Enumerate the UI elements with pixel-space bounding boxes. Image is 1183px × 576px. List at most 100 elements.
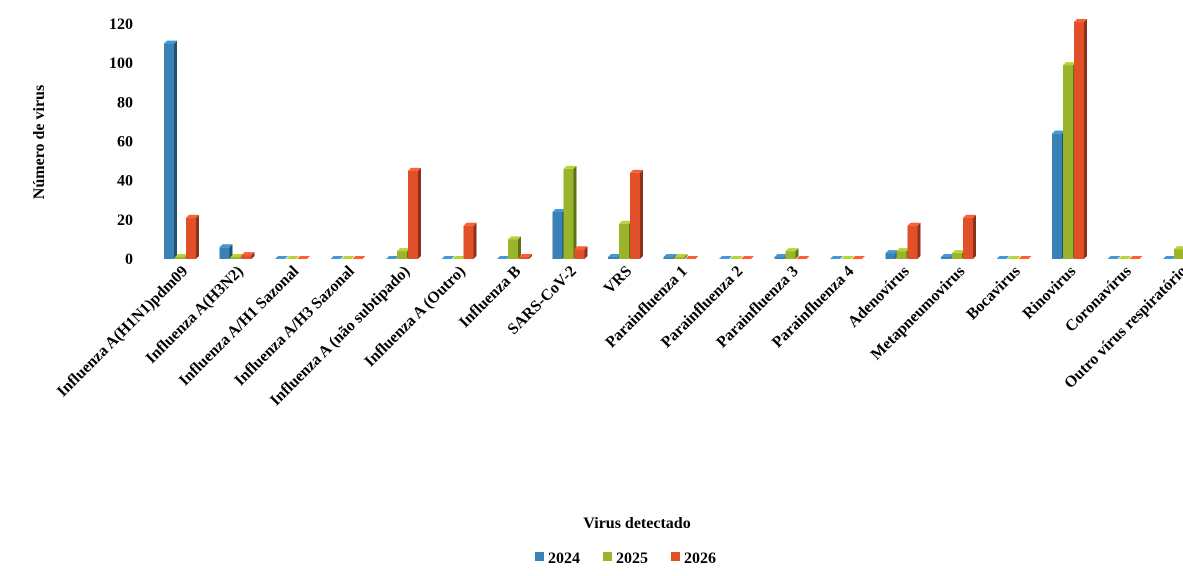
y-tick-label: 20 [117, 212, 133, 229]
bar-top [685, 256, 699, 259]
bar-top [796, 256, 810, 259]
y-tick-label: 0 [125, 251, 133, 268]
bar-side [1084, 19, 1087, 259]
bar-top [852, 256, 865, 259]
bar [341, 256, 355, 259]
bar-top [552, 209, 566, 212]
bar-front [963, 217, 973, 259]
bar-top [774, 254, 788, 258]
bar [508, 236, 521, 259]
bar-top [1007, 256, 1021, 259]
bar-top [508, 236, 521, 240]
bar [685, 256, 699, 259]
legend-label: 2024 [548, 550, 580, 567]
bar-top [896, 248, 910, 252]
bar [719, 256, 732, 259]
y-tick-label: 120 [109, 16, 133, 33]
bar-top [1129, 256, 1143, 259]
bar [186, 214, 199, 259]
bar-front [164, 43, 174, 260]
bar [841, 256, 854, 259]
bar-side [573, 165, 577, 259]
x-tick-label: Metapneumovirus [868, 263, 969, 364]
bar-top [1052, 130, 1065, 134]
legend-label: 2026 [684, 550, 716, 567]
bar-top [352, 256, 366, 259]
bar [219, 244, 233, 259]
bar-front [219, 247, 230, 259]
legend-item: 2026 [671, 550, 716, 567]
bar-top [1063, 62, 1076, 66]
bar-top [952, 250, 965, 254]
y-axis: 0 20 40 60 80 100 120 [109, 16, 133, 268]
bar-front [774, 257, 785, 259]
bar [1118, 256, 1132, 259]
bar [630, 169, 643, 259]
bar-top [230, 254, 244, 258]
bar [352, 256, 366, 259]
bar [463, 222, 477, 259]
bar-front [241, 255, 252, 259]
bar-top [408, 167, 421, 171]
bar-front [785, 251, 796, 259]
bar-top [519, 254, 532, 258]
bar-side [684, 254, 688, 259]
bar-side [251, 252, 255, 259]
bar [996, 256, 1010, 259]
legend-item: 2024 [535, 550, 580, 567]
bar-front [608, 257, 618, 259]
bar-front [1074, 22, 1084, 259]
bar-side [973, 214, 976, 259]
bar [1018, 256, 1032, 259]
bar-side [640, 169, 643, 259]
x-tick-label: Bocavirus [963, 263, 1023, 323]
legend-swatch [671, 552, 680, 561]
bar [519, 254, 532, 259]
bar-top [286, 256, 299, 259]
bar [852, 256, 865, 259]
bar [1107, 256, 1121, 259]
bar-front [563, 168, 574, 259]
bar-top [186, 214, 199, 218]
bar-side [229, 244, 233, 259]
bar [574, 246, 588, 259]
y-tick-label: 40 [117, 173, 133, 190]
bar-front [896, 251, 907, 259]
bar-top [996, 256, 1010, 259]
bar-top [497, 256, 510, 259]
bar-side [917, 222, 921, 259]
bar [241, 252, 255, 259]
bar-top [730, 256, 743, 259]
y-axis-title: Número de virus [31, 85, 48, 199]
bar-front [619, 223, 629, 259]
bar-top [1163, 256, 1176, 259]
bar-top [1074, 19, 1087, 23]
bar-top [741, 256, 754, 259]
bar-side [196, 214, 199, 259]
bar-top [275, 256, 288, 259]
bar [286, 256, 299, 259]
bar [796, 256, 810, 259]
bar-front [519, 257, 529, 259]
bar [785, 248, 799, 259]
bar-top [830, 256, 843, 259]
bar-top [397, 248, 410, 252]
bar-front [630, 172, 640, 259]
bar-top [841, 256, 854, 259]
bar-front [674, 257, 685, 259]
bar [663, 254, 677, 259]
bar-top [574, 246, 588, 250]
bar [730, 256, 743, 259]
bar-front [663, 257, 674, 259]
legend: 2024 2025 2026 [535, 550, 716, 567]
x-axis-title: Virus detectado [583, 515, 690, 532]
bar [441, 256, 455, 259]
bar-side [584, 246, 588, 259]
bar-side [518, 236, 521, 259]
bar [297, 256, 310, 259]
bar [1129, 256, 1143, 259]
bar-top [963, 214, 976, 218]
bar [1074, 19, 1087, 259]
